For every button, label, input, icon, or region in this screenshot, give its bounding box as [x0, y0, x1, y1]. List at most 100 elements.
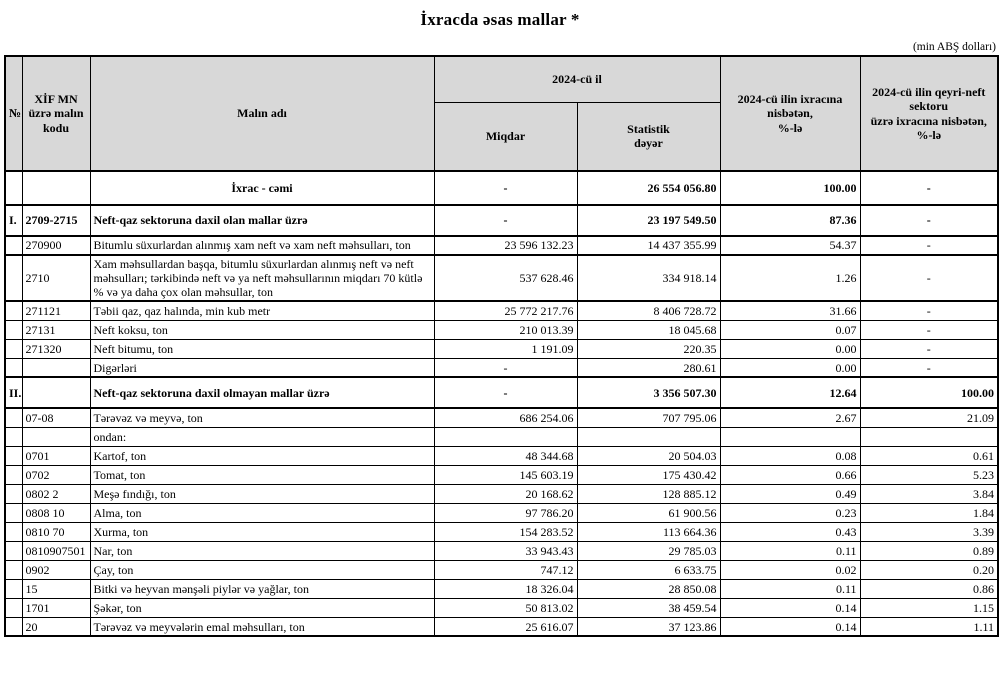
table-row: 271121 Təbii qaz, qaz halında, min kub me… [4, 300, 999, 321]
cell-pct-of-total [719, 426, 861, 447]
cell-name: Neft bitumu, ton [89, 338, 435, 359]
cell-stat-value: 707 795.06 [576, 407, 721, 428]
cell-quantity: 145 603.19 [433, 464, 578, 485]
cell-quantity: 1 191.09 [433, 338, 578, 359]
table-row: 20 Tərəvəz və meyvələrin emal məhsulları,… [4, 616, 999, 637]
cell-quantity: - [433, 376, 578, 410]
table-row: 0808 10 Alma, ton 97 786.20 61 900.56 0.23 1.… [4, 502, 999, 523]
cell-stat-value: 28 850.08 [576, 578, 721, 599]
cell-stat-value [576, 426, 721, 447]
cell-quantity: 686 254.06 [433, 407, 578, 428]
table-row: 0702 Tomat, ton 145 603.19 175 430.42 0.66 5.… [4, 464, 999, 485]
cell-stat-value: 280.61 [576, 357, 721, 378]
cell-pct-of-total: 0.23 [719, 502, 861, 523]
cell-pct-of-nonoil: 3.39 [859, 521, 999, 542]
cell-quantity: 48 344.68 [433, 445, 578, 466]
cell-pct-of-nonoil: 1.15 [859, 597, 999, 618]
cell-quantity: 18 326.04 [433, 578, 578, 599]
cell-name: Şəkər, ton [89, 597, 435, 618]
cell-code: 0702 [21, 464, 91, 485]
cell-stat-value: 23 197 549.50 [576, 204, 721, 237]
cell-stat-value: 38 459.54 [576, 597, 721, 618]
cell-pct-of-total: 0.49 [719, 483, 861, 504]
cell-pct-of-total: 0.08 [719, 445, 861, 466]
cell-no [4, 464, 23, 485]
cell-no [4, 300, 23, 321]
header-qty: Miqdar [433, 101, 578, 172]
cell-pct-of-total: 0.00 [719, 338, 861, 359]
cell-code: 2709-2715 [21, 204, 91, 237]
cell-pct-of-total: 54.37 [719, 235, 861, 256]
cell-stat-value: 175 430.42 [576, 464, 721, 485]
cell-pct-of-nonoil: - [859, 170, 999, 206]
cell-pct-of-total: 0.07 [719, 319, 861, 340]
cell-stat-value: 18 045.68 [576, 319, 721, 340]
table-row: 0810 70 Xurma, ton 154 283.52 113 664.36 0.4… [4, 521, 999, 542]
cell-pct-of-nonoil: 100.00 [859, 376, 999, 410]
cell-stat-value: 29 785.03 [576, 540, 721, 561]
cell-name: Çay, ton [89, 559, 435, 580]
cell-stat-value: 8 406 728.72 [576, 300, 721, 321]
cell-code: 271320 [21, 338, 91, 359]
table-header: № XİF MN üzrə malın kodu Malın adı 2024-… [4, 55, 999, 172]
cell-stat-value: 37 123.86 [576, 616, 721, 637]
cell-pct-of-nonoil: - [859, 338, 999, 359]
table-row: 270900 Bitumlu süxurlardan alınmış xam ne… [4, 235, 999, 256]
cell-code: 271121 [21, 300, 91, 321]
table-row: 0902 Çay, ton 747.12 6 633.75 0.02 0.20 [4, 559, 999, 580]
cell-name: Kartof, ton [89, 445, 435, 466]
cell-code [21, 376, 91, 410]
cell-no [4, 616, 23, 637]
cell-stat-value: 14 437 355.99 [576, 235, 721, 256]
cell-no [4, 483, 23, 504]
cell-name: İxrac - cəmi [89, 170, 435, 206]
table-row: 0810907501 Nar, ton 33 943.43 29 785.03 0.11… [4, 540, 999, 561]
cell-no [4, 357, 23, 378]
cell-code: 0810 70 [21, 521, 91, 542]
table-row: 271320 Neft bitumu, ton 1 191.09 220.35 0.00… [4, 338, 999, 359]
cell-pct-of-nonoil: 0.61 [859, 445, 999, 466]
page-title: İxracda əsas mallar * [420, 10, 580, 29]
cell-no [4, 235, 23, 256]
cell-pct-of-nonoil: 21.09 [859, 407, 999, 428]
table-row: Digərləri -280.61 0.00- [4, 357, 999, 378]
cell-code: 07-08 [21, 407, 91, 428]
cell-no [4, 521, 23, 542]
cell-name: Xam məhsullardan başqa, bitumlu süxurlar… [89, 254, 435, 303]
cell-no [4, 597, 23, 618]
cell-no [4, 559, 23, 580]
cell-pct-of-nonoil: - [859, 357, 999, 378]
cell-no [4, 445, 23, 466]
cell-pct-of-nonoil: - [859, 319, 999, 340]
cell-code: 15 [21, 578, 91, 599]
cell-quantity: - [433, 357, 578, 378]
cell-stat-value: 128 885.12 [576, 483, 721, 504]
cell-code: 270900 [21, 235, 91, 256]
cell-pct-of-nonoil [859, 426, 999, 447]
table-row: İxrac - cəmi -26 554 056.80 100.00- [4, 170, 999, 206]
cell-quantity: 537 628.46 [433, 254, 578, 303]
table-row: 07-08 Tərəvəz və meyvə, ton 686 254.06 707 … [4, 407, 999, 428]
cell-pct-of-total: 100.00 [719, 170, 861, 206]
header-no: № [4, 55, 23, 172]
cell-name: Bitki və heyvan mənşəli piylər və yağlar… [89, 578, 435, 599]
cell-pct-of-nonoil: 0.20 [859, 559, 999, 580]
cell-name: Bitumlu süxurlardan alınmış xam neft və … [89, 235, 435, 256]
cell-no [4, 338, 23, 359]
cell-quantity: 97 786.20 [433, 502, 578, 523]
cell-quantity: 210 013.39 [433, 319, 578, 340]
cell-no [4, 319, 23, 340]
export-goods-table: № XİF MN üzrə malın kodu Malın adı 2024-… [4, 55, 1000, 638]
cell-no [4, 578, 23, 599]
cell-no [4, 426, 23, 447]
cell-quantity: - [433, 204, 578, 237]
cell-stat-value: 26 554 056.80 [576, 170, 721, 206]
cell-no: I. [4, 204, 23, 237]
cell-code: 1701 [21, 597, 91, 618]
cell-quantity: 25 772 217.76 [433, 300, 578, 321]
cell-pct-of-total: 0.43 [719, 521, 861, 542]
cell-quantity: 50 813.02 [433, 597, 578, 618]
cell-code [21, 170, 91, 206]
cell-no [4, 254, 23, 303]
cell-pct-of-total: 0.11 [719, 578, 861, 599]
